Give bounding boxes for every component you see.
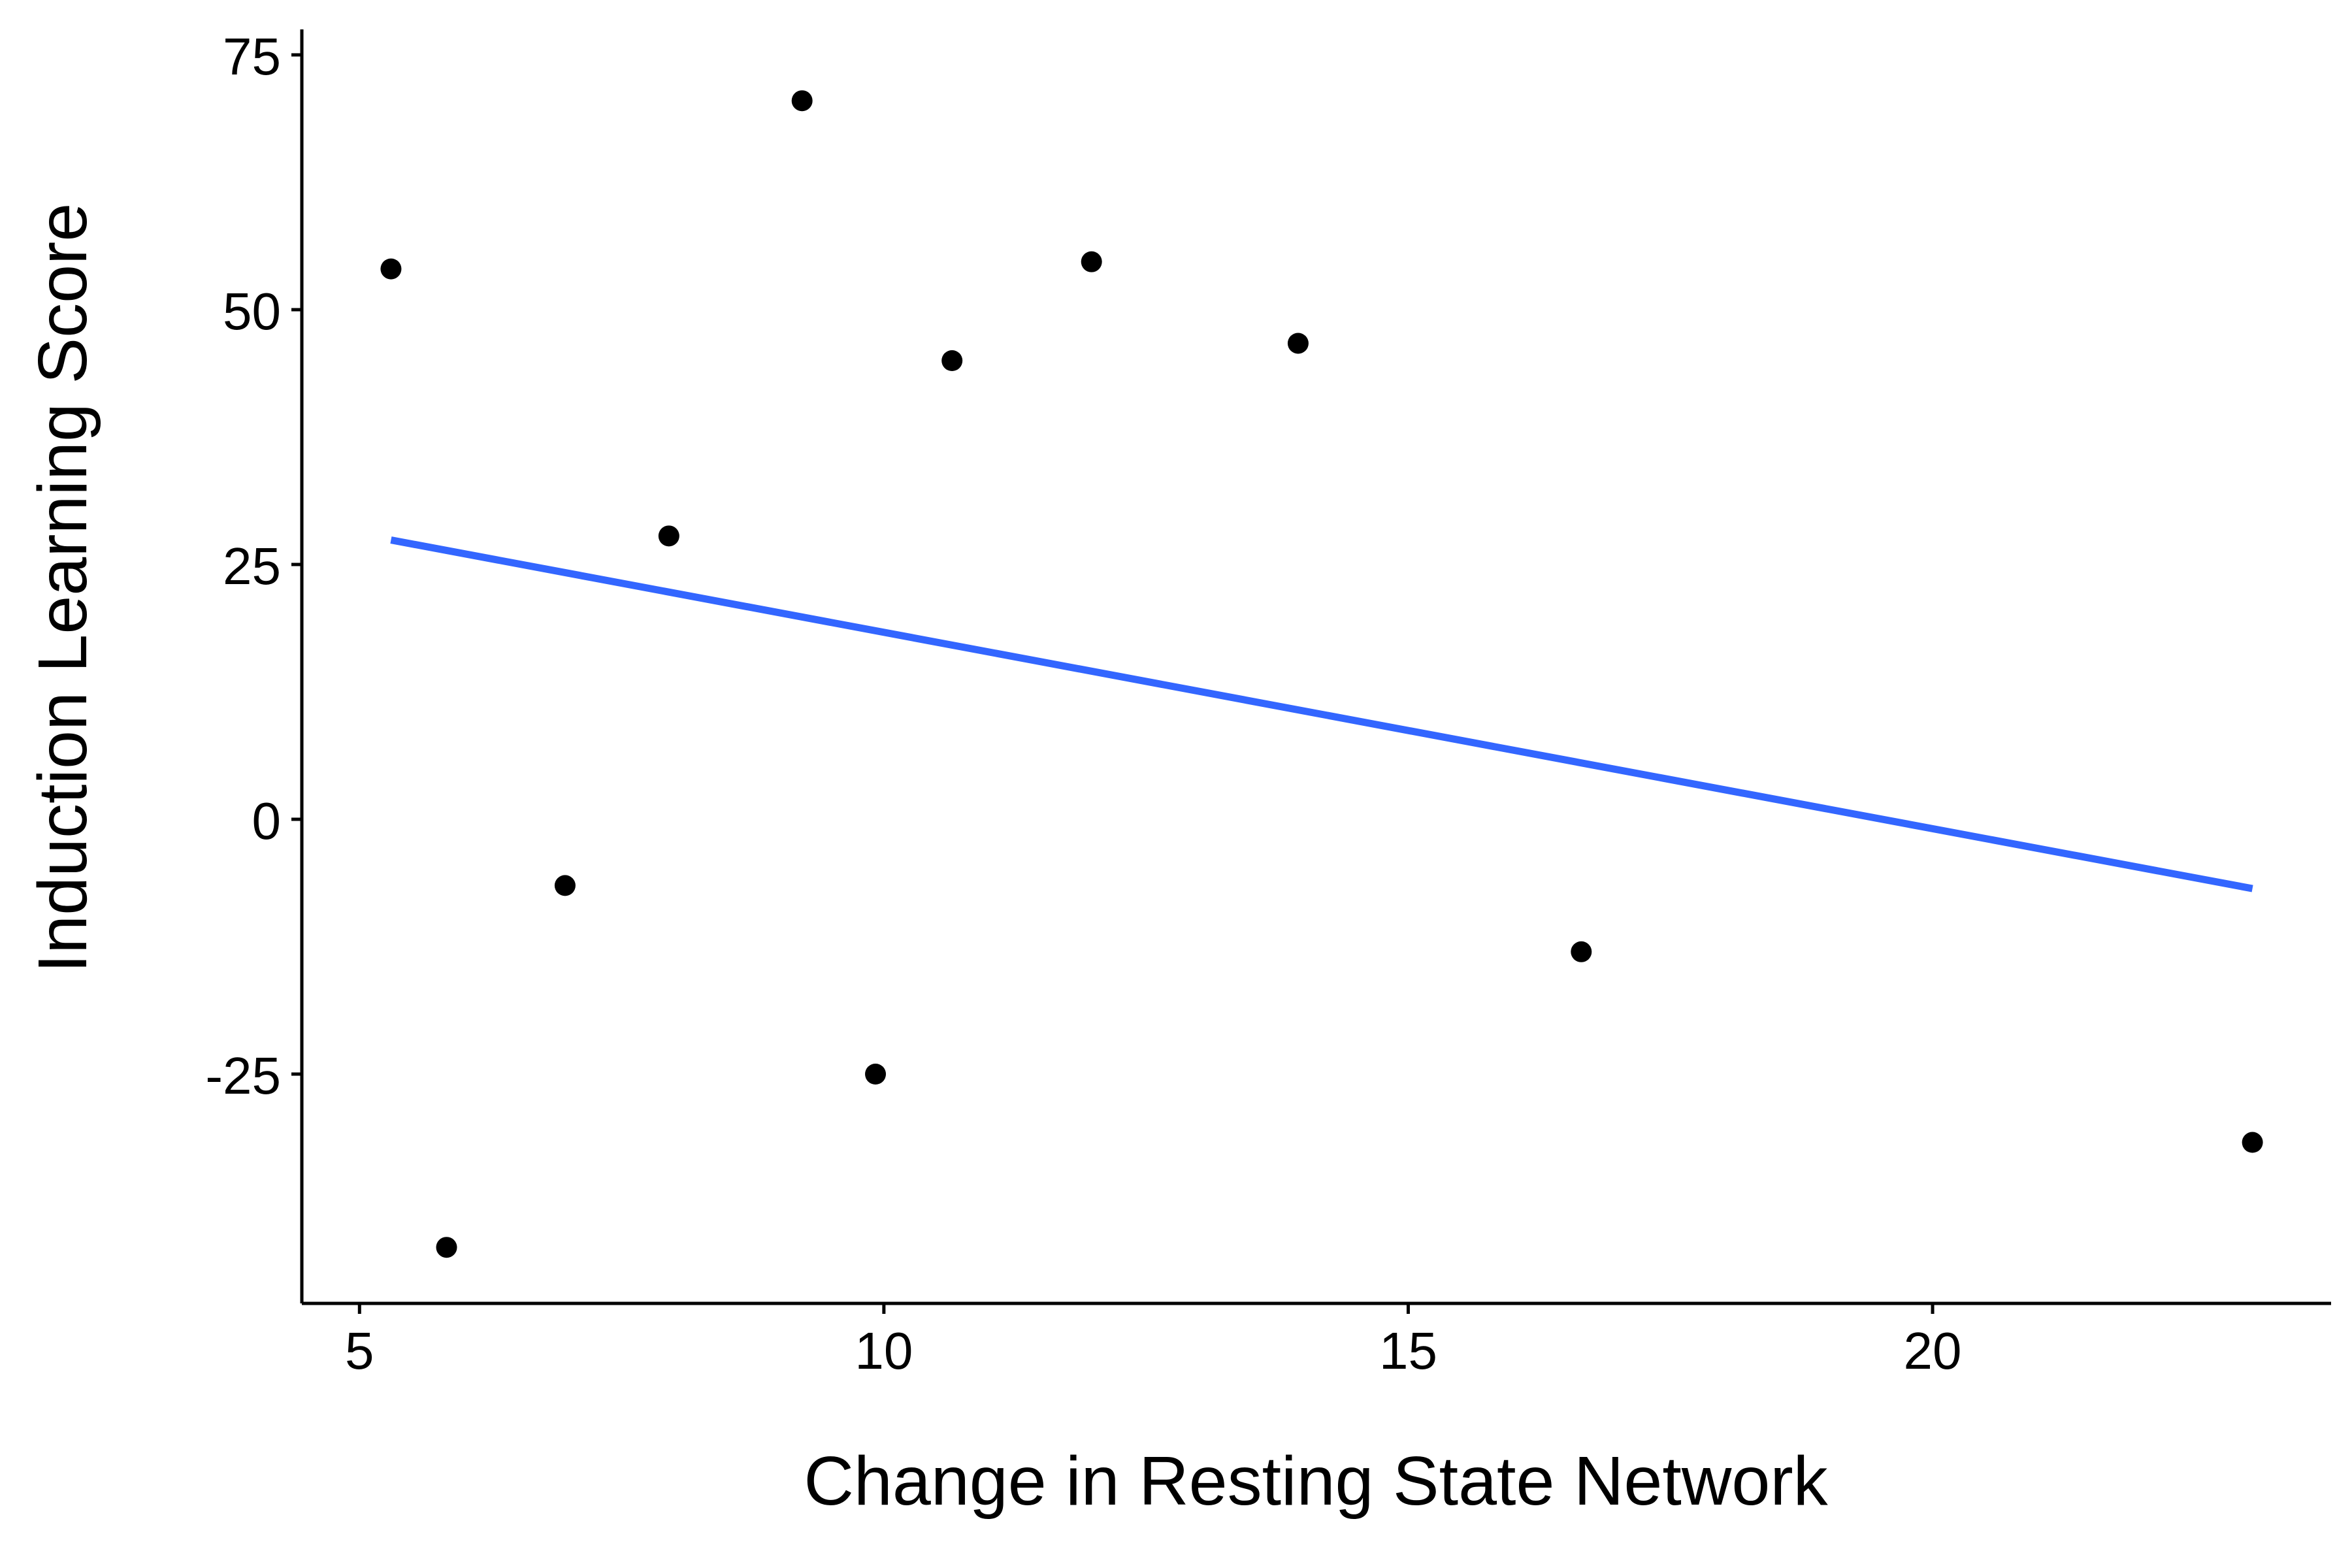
trend-line-layer xyxy=(390,536,2253,892)
data-point xyxy=(791,90,813,112)
data-point xyxy=(658,525,679,547)
data-point xyxy=(865,1064,887,1085)
data-point xyxy=(1571,941,1592,962)
data-point xyxy=(1287,333,1309,354)
y-tick-label: 0 xyxy=(252,792,282,850)
trend-line xyxy=(390,536,2253,892)
x-tick-label: 10 xyxy=(855,1322,913,1380)
y-axis-label: Induction Learning Score xyxy=(24,203,101,973)
data-point xyxy=(2242,1132,2263,1153)
data-points-layer xyxy=(380,90,2263,1258)
y-tick-label: -25 xyxy=(205,1047,281,1105)
x-tick-label: 5 xyxy=(345,1322,374,1380)
data-point xyxy=(380,258,402,280)
data-point xyxy=(1081,251,1102,272)
y-axis-ticks: -25 0 25 50 75 xyxy=(205,27,302,1105)
x-axis-ticks: 5 10 15 20 xyxy=(345,1303,1962,1380)
x-tick-label: 20 xyxy=(1904,1322,1962,1380)
data-point xyxy=(436,1237,457,1258)
data-point xyxy=(941,350,963,371)
y-tick-label: 75 xyxy=(223,27,281,86)
x-tick-label: 15 xyxy=(1379,1322,1437,1380)
data-point xyxy=(554,875,576,896)
x-axis-label: Change in Resting State Network xyxy=(804,1443,1828,1520)
y-tick-label: 25 xyxy=(223,537,281,595)
y-tick-label: 50 xyxy=(223,282,281,340)
